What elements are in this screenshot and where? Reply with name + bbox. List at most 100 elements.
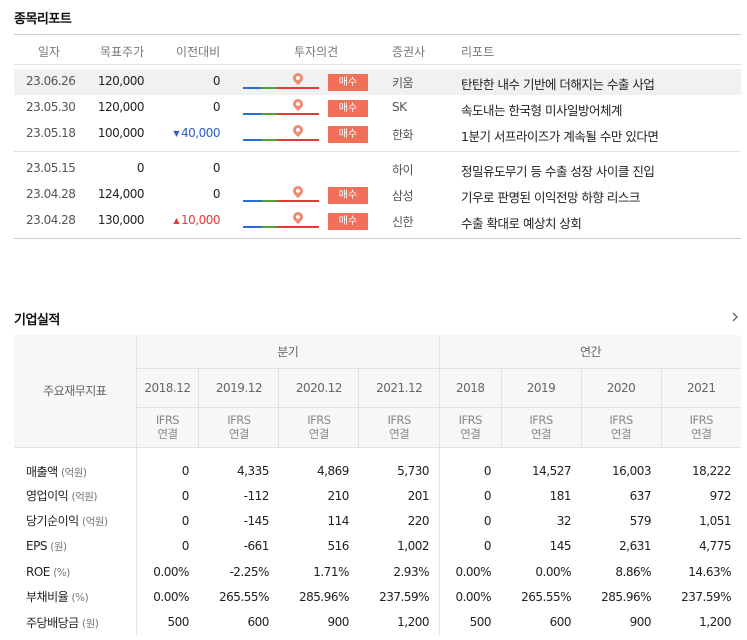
report-title-link[interactable]: 정밀유도무기 등 수출 성장 사이클 진입 [461, 164, 655, 179]
quarter-value: 220 [407, 513, 430, 528]
quarter-value: 0 [135, 447, 199, 483]
financial-row: 매출액 (억원) 0 4,335 4,869 5,730 0 14,527 16,003 18,… [14, 447, 741, 483]
header-date: 일자 [38, 45, 61, 59]
annual-value: 0.00% [438, 558, 502, 585]
ifrs-label: IFRS 연결 [135, 407, 199, 448]
financial-row: 주당배당금 (원) 500 600 900 1,200 500 600 900 1,200 [14, 609, 741, 635]
quarter-value: 1.71% [313, 564, 349, 579]
report-title-link[interactable]: 1분기 서프라이즈가 계속될 수만 있다면 [461, 129, 659, 144]
quarter-value: 0.00% [135, 584, 199, 610]
map-pin-icon [290, 183, 306, 199]
report-date: 23.05.15 [26, 161, 76, 175]
report-title-link[interactable]: 탄탄한 내수 기반에 더해지는 수출 사업 [461, 77, 655, 92]
opinion-gauge [243, 200, 319, 202]
financial-row: EPS (원) 0 -661 516 1,002 0 145 2,631 4,775 [14, 533, 741, 559]
annual-value: 4,775 [699, 539, 731, 554]
quarter-value: 5,730 [397, 464, 429, 479]
report-date: 23.05.30 [26, 100, 76, 114]
report-row[interactable]: 23.05.15 0 0 하이 정밀유도무기 등 수출 성장 사이클 진입 [14, 156, 741, 182]
report-table: 일자 목표주가 이전대비 투자의견 증권사 리포트 23.06.26 120,00… [14, 34, 741, 239]
report-broker: SK [392, 100, 407, 114]
header-diff: 이전대비 [176, 45, 221, 59]
report-target-price: 130,000 [97, 213, 145, 227]
annual-value: 637 [629, 488, 652, 503]
row-header-label: 주요재무지표 [14, 335, 136, 448]
triangle-up-icon: ▲ [173, 216, 179, 225]
ifrs-label: IFRS 연결 [438, 407, 502, 448]
quarter-value: 265.55% [219, 589, 269, 604]
report-target-price: 0 [136, 161, 145, 175]
report-broker: 한화 [392, 128, 414, 142]
financial-row: ROE (%) 0.00% -2.25% 1.71% 2.93% 0.00% 0.00% 8.… [14, 558, 741, 585]
annual-value: 8.86% [615, 564, 651, 579]
report-broker: 신한 [392, 215, 414, 229]
annual-value: 600 [549, 615, 572, 630]
annual-value: 0.00% [535, 564, 572, 579]
report-row[interactable]: 23.05.30 120,000 0 매수 SK 속도내는 한국형 미사일방어체계 [14, 95, 741, 121]
report-title-link[interactable]: 수출 확대로 예상치 상회 [461, 216, 582, 231]
annual-value: 500 [438, 609, 502, 635]
quarter-value: 0 [135, 508, 199, 534]
report-row[interactable]: 23.04.28 124,000 0 매수 삼성 기우로 판명된 이익전망 하향 리스크 [14, 182, 741, 208]
report-target-price: 100,000 [97, 126, 145, 140]
report-broker: 삼성 [392, 189, 414, 203]
opinion-gauge [243, 113, 319, 115]
year-header: 2020 [580, 368, 661, 408]
report-rows: 23.06.26 120,000 0 매수 키움 탄탄한 내수 기반에 더해지는 수출 사… [14, 65, 741, 238]
year-header: 2020.12 [278, 368, 359, 408]
year-header: 2019.12 [198, 368, 279, 408]
year-header: 2018.12 [135, 368, 199, 408]
annual-value: 181 [549, 488, 572, 503]
report-row[interactable]: 23.06.26 120,000 0 매수 키움 탄탄한 내수 기반에 더해지는 수출 사… [14, 69, 741, 95]
quarter-value: 516 [327, 539, 349, 554]
report-diff: 0 [212, 187, 221, 201]
metric-label: 매출액 (억원) [26, 464, 87, 479]
chevron-right-icon[interactable] [728, 310, 742, 324]
financial-row: 당기순이익 (억원) 0 -145 114 220 0 32 579 1,051 [14, 508, 741, 534]
year-header: 2021 [660, 368, 741, 408]
report-target-price: 120,000 [97, 100, 145, 114]
opinion-gauge [243, 139, 319, 141]
annual-value: 145 [549, 539, 572, 554]
opinion-badge: 매수 [328, 213, 368, 230]
header-report: 리포트 [461, 45, 495, 59]
annual-value: 32 [556, 513, 572, 528]
map-pin-icon [290, 209, 306, 225]
header-broker: 증권사 [392, 45, 426, 59]
report-group: 23.05.15 0 0 하이 정밀유도무기 등 수출 성장 사이클 진입 23.04.2… [14, 151, 741, 238]
quarter-value: 285.96% [298, 589, 349, 604]
opinion-badge: 매수 [328, 126, 368, 143]
financial-row: 영업이익 (억원) 0 -112 210 201 0 181 637 972 [14, 483, 741, 509]
quarter-value: 201 [407, 488, 430, 503]
opinion-badge: 매수 [328, 187, 368, 204]
report-title-link[interactable]: 기우로 판명된 이익전망 하향 리스크 [461, 190, 640, 205]
report-section-title: 종목리포트 [14, 12, 72, 27]
quarter-header: 분기 [135, 335, 440, 369]
quarter-value: 600 [247, 615, 269, 630]
header-target: 목표주가 [100, 45, 145, 59]
opinion-gauge [243, 87, 319, 89]
quarter-value: 0 [135, 533, 199, 559]
report-title-link[interactable]: 속도내는 한국형 미사일방어체계 [461, 103, 622, 118]
quarter-value: 114 [327, 513, 349, 528]
metric-label: 당기순이익 (억원) [26, 514, 108, 529]
quarter-value: -112 [243, 488, 270, 503]
report-row[interactable]: 23.04.28 130,000 ▲ 10,000 매수 신한 수출 확대로 예상치 상회 [14, 208, 741, 234]
quarter-value: -145 [243, 513, 270, 528]
report-date: 23.04.28 [26, 187, 76, 201]
header-opinion: 투자의견 [294, 45, 339, 59]
annual-value: 0 [438, 508, 502, 534]
report-diff: ▲ 10,000 [173, 213, 220, 227]
report-broker: 키움 [392, 76, 414, 90]
annual-value: 2,631 [619, 539, 651, 554]
report-diff: 0 [212, 161, 221, 175]
quarter-value: -661 [243, 539, 270, 554]
opinion-badge: 매수 [328, 100, 368, 117]
report-group: 23.06.26 120,000 0 매수 키움 탄탄한 내수 기반에 더해지는 수출 사… [14, 65, 741, 151]
quarter-value: 2.93% [393, 564, 429, 579]
ifrs-label: IFRS 연결 [358, 407, 440, 448]
opinion-badge: 매수 [328, 74, 368, 91]
annual-value: 900 [629, 615, 652, 630]
financial-row: 부채비율 (%) 0.00% 265.55% 285.96% 237.59% 0.00% 2… [14, 584, 741, 610]
report-row[interactable]: 23.05.18 100,000 ▼ 40,000 매수 한화 1분기 서프라이즈가 계속될… [14, 121, 741, 147]
